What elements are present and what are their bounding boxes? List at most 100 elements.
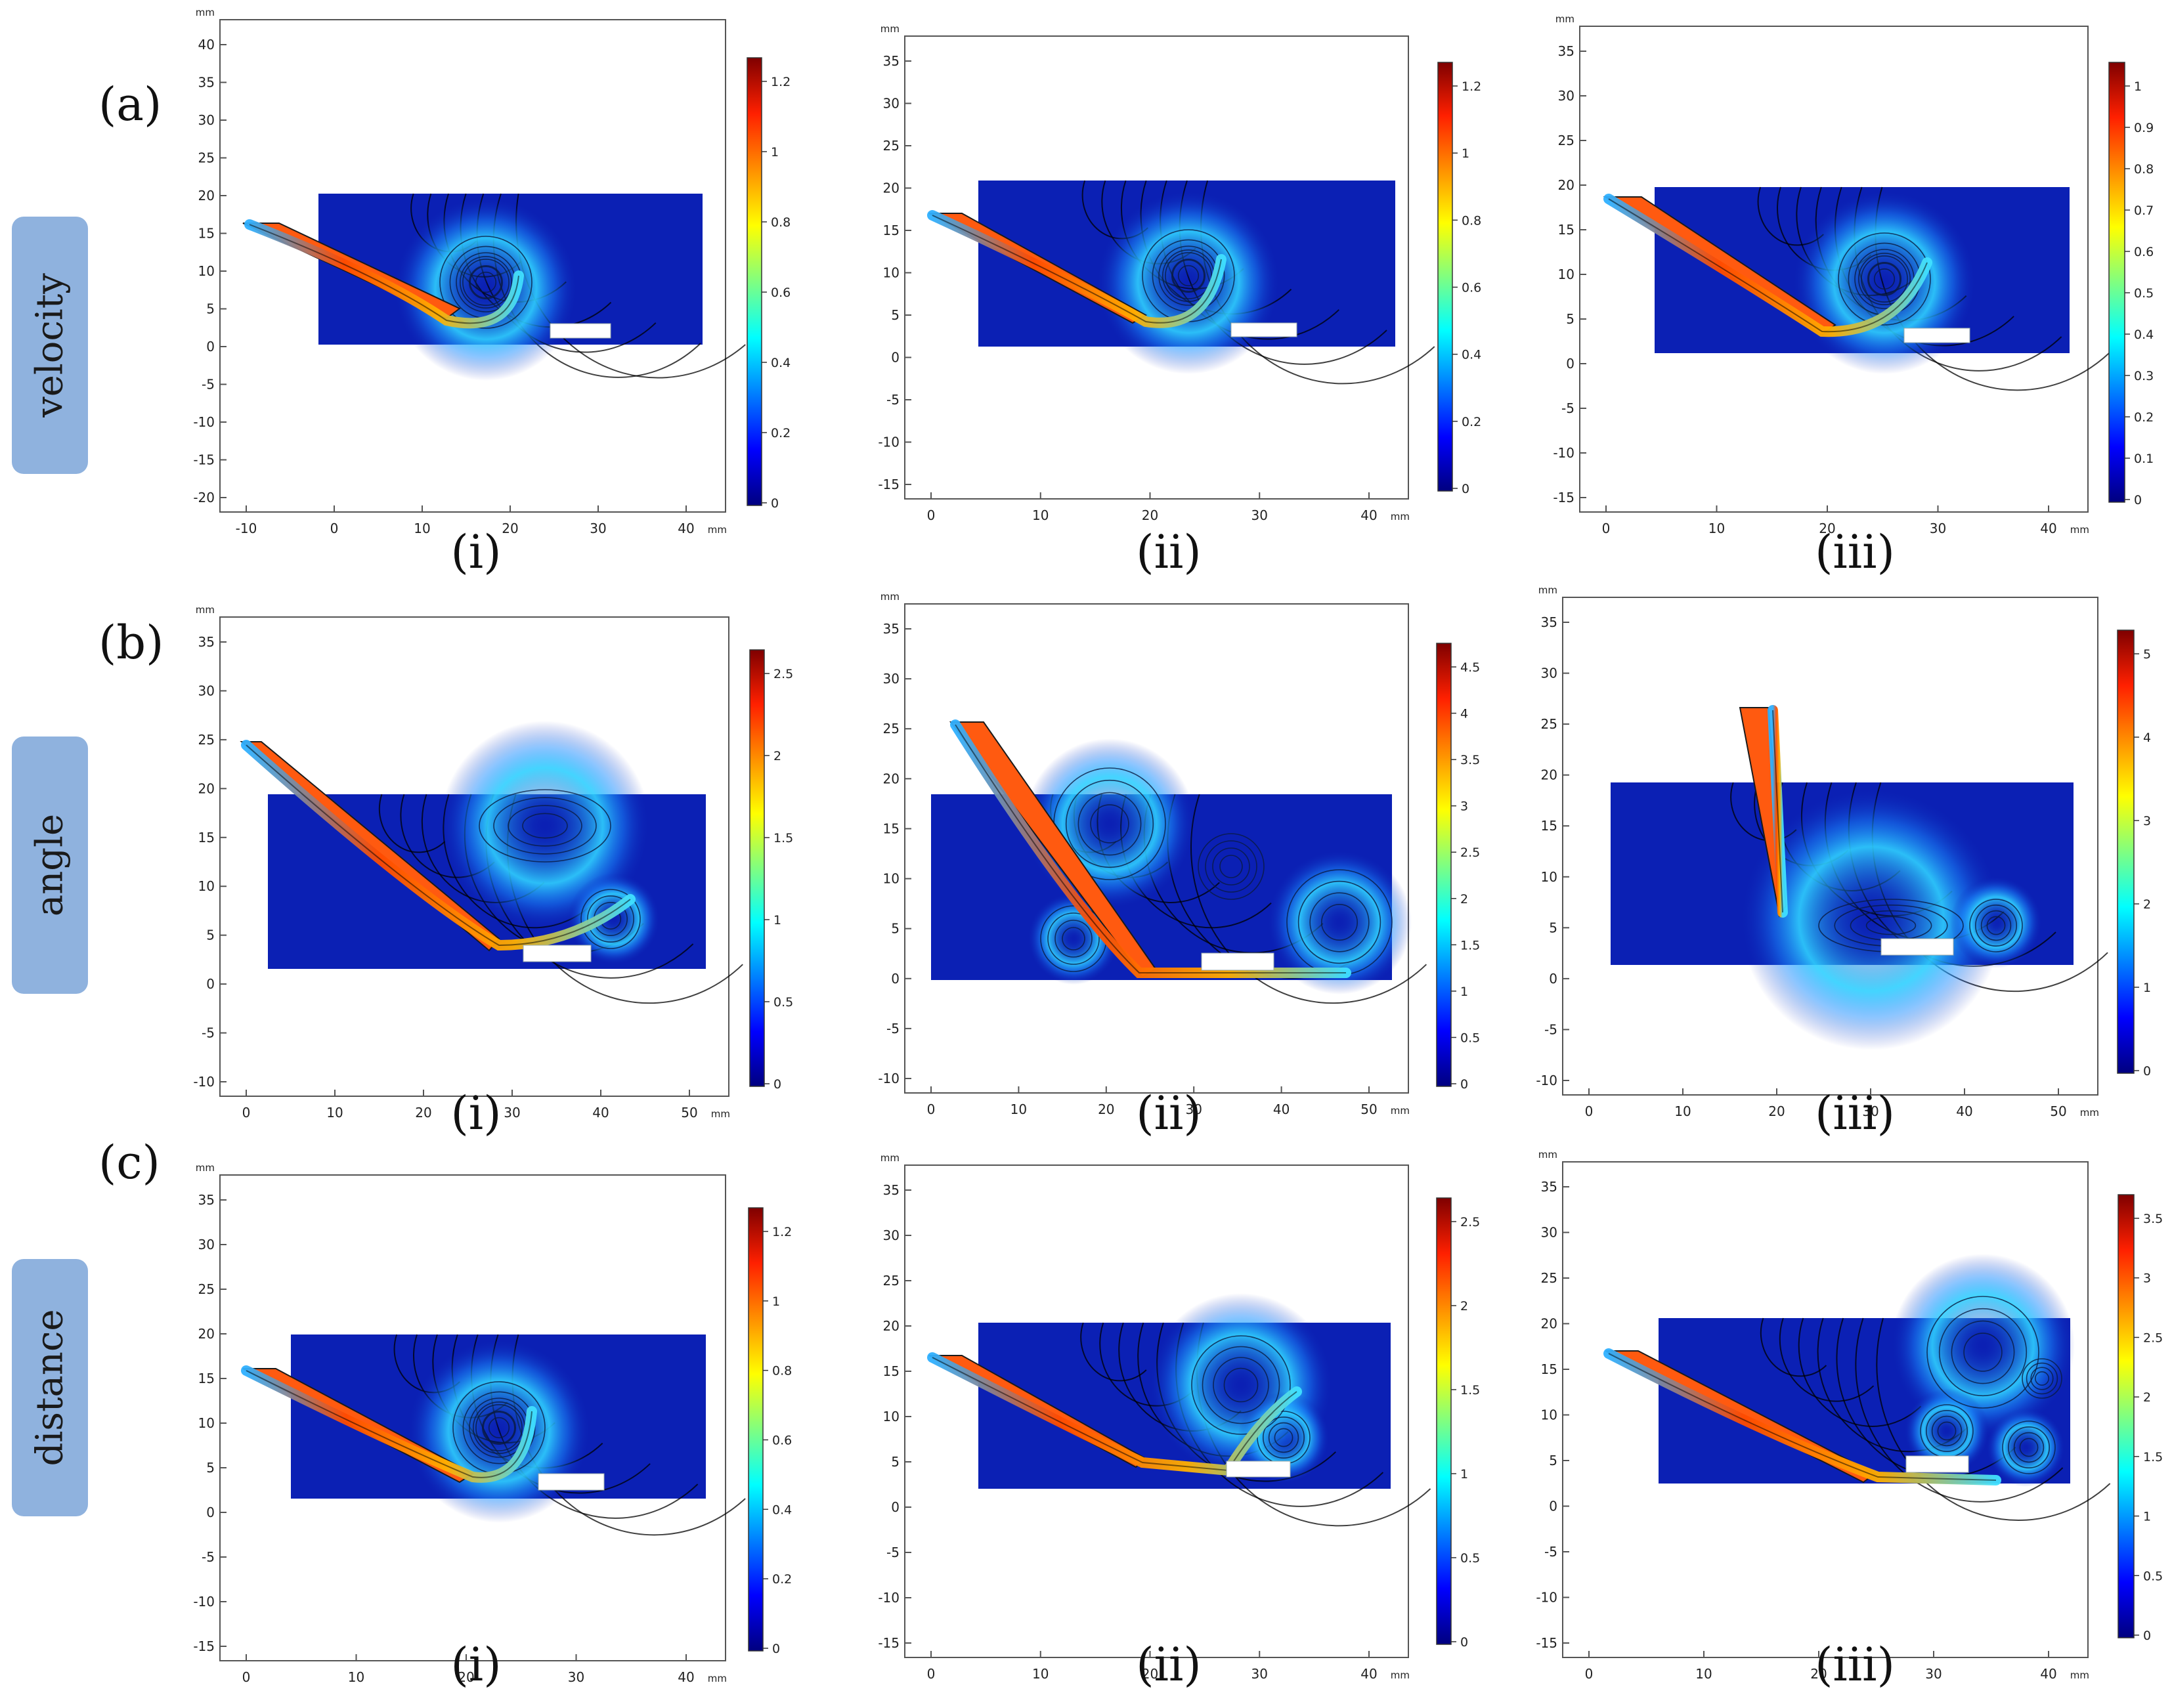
- streamline: [378, 794, 446, 853]
- x-tick-label: 30: [1251, 1666, 1268, 1682]
- y-tick-label: -20: [193, 490, 215, 505]
- x-tick-label: 40: [1360, 507, 1377, 523]
- colorbar-tick-label: 0.2: [2134, 410, 2154, 425]
- colorbar-tick-label: 0: [2134, 493, 2142, 507]
- vortex-streamline: [1838, 232, 1931, 326]
- vortex-streamline: [2030, 1367, 2054, 1390]
- y-tick-label: -5: [202, 1025, 215, 1041]
- colorbar: [748, 1207, 764, 1652]
- x-unit-label: mm: [2070, 1669, 2089, 1681]
- x-tick-label: 0: [330, 521, 339, 536]
- y-tick-label: 35: [198, 75, 215, 91]
- y-tick-label: 25: [1541, 1270, 1557, 1286]
- y-tick-label: 10: [883, 871, 900, 887]
- x-tick-label: -10: [236, 521, 257, 536]
- x-tick-label: 0: [927, 1666, 936, 1682]
- colorbar-tick-label: 0: [2143, 1629, 2151, 1643]
- row-label-b: (b): [98, 616, 164, 670]
- vortex-streamline: [481, 1411, 516, 1445]
- y-tick-label: 35: [883, 1182, 900, 1198]
- colorbar-tick-label: 3: [2143, 1271, 2151, 1286]
- x-unit-label: mm: [711, 1108, 730, 1120]
- y-tick-label: 30: [1541, 1225, 1557, 1241]
- vortex-streamline: [1065, 779, 1154, 868]
- y-tick-label: -5: [202, 377, 215, 393]
- vortex-streamline: [462, 259, 510, 306]
- vortex-streamline: [1969, 899, 2023, 952]
- y-tick-label: 5: [206, 301, 215, 317]
- vortex-streamline: [439, 236, 532, 329]
- colorbar: [1436, 1197, 1452, 1645]
- x-tick-label: 40: [2040, 1666, 2056, 1682]
- y-tick-label: 25: [1558, 133, 1575, 148]
- y-tick-label: 40: [198, 37, 215, 53]
- y-tick-label: 30: [198, 112, 215, 128]
- y-tick-label: -15: [193, 452, 215, 468]
- colorbar-tick-label: 0.6: [2134, 245, 2154, 259]
- vortex-streamline: [1263, 1417, 1305, 1459]
- vortex-streamline: [1321, 904, 1358, 941]
- vortex-streamline: [1309, 892, 1370, 952]
- x-tick-label: 10: [1010, 1101, 1027, 1117]
- colorbar: [2118, 1194, 2135, 1638]
- y-unit-label: mm: [196, 1162, 215, 1174]
- vortex-streamline: [1077, 792, 1142, 856]
- x-unit-label: mm: [1391, 511, 1410, 523]
- y-tick-label: 35: [883, 621, 900, 637]
- jet-streamline: [1608, 198, 1928, 333]
- vortex-glow: [568, 873, 660, 965]
- x-tick-label: 10: [1695, 1666, 1712, 1682]
- vortex-streamline: [2013, 1432, 2045, 1463]
- vortex-streamline: [475, 271, 497, 293]
- vortex-streamline: [1938, 1308, 2028, 1397]
- x-tick-label: 30: [504, 1105, 520, 1121]
- row-label-a: (a): [98, 77, 162, 131]
- y-unit-label: mm: [1538, 1149, 1557, 1161]
- y-tick-label: 25: [1541, 716, 1557, 732]
- y-tick-label: 10: [1541, 869, 1557, 885]
- vortex-streamline: [1937, 1421, 1957, 1441]
- colorbar-tick-label: 3: [1460, 800, 1468, 814]
- colorbar-tick-label: 0: [1460, 1077, 1468, 1092]
- x-unit-label: mm: [708, 1673, 727, 1684]
- colorbar-tick-label: 1.5: [2143, 1450, 2163, 1464]
- colorbar-tick-label: 0.6: [1462, 281, 1481, 295]
- vortex-streamline: [2026, 1362, 2058, 1395]
- row-tag-distance-text: distance: [28, 1309, 72, 1466]
- y-tick-label: -15: [193, 1638, 215, 1654]
- colorbar-tick-label: 3.5: [2143, 1212, 2163, 1226]
- x-tick-label: 10: [326, 1105, 343, 1121]
- x-tick-label: 30: [1930, 521, 1946, 536]
- y-tick-label: 35: [1541, 1179, 1557, 1195]
- white-bar: [1201, 952, 1274, 971]
- panel-c-i: mm mm 0 10 20 30 40 -15 -10 -5 0 5 10 15 20 25 30 35 0 0.2 0…: [193, 1162, 792, 1685]
- y-tick-label: 0: [1566, 356, 1575, 372]
- y-tick-label: 5: [891, 1454, 900, 1470]
- vortex-streamline: [1926, 1296, 2039, 1409]
- y-tick-label: 15: [1541, 818, 1557, 834]
- colorbar-tick-label: 0.4: [1462, 348, 1481, 362]
- colorbar-tick-label: 0.4: [772, 1503, 792, 1517]
- row-label-c: (c): [98, 1136, 160, 1189]
- vortex-streamline: [1219, 855, 1243, 878]
- x-tick-label: 20: [1142, 507, 1158, 523]
- y-tick-label: 30: [883, 96, 900, 112]
- colorbar-tick-label: 0.4: [771, 356, 791, 370]
- colorbar-tick-label: 5: [2143, 647, 2151, 662]
- y-tick-label: 30: [883, 671, 900, 687]
- white-bar: [1905, 1455, 1969, 1473]
- colorbar-tick-label: 0: [1462, 482, 1469, 496]
- vortex-streamline: [1926, 1410, 1968, 1453]
- x-tick-label: 40: [592, 1105, 609, 1121]
- vortex-streamline: [1191, 1335, 1291, 1435]
- vortex-streamline: [1165, 252, 1212, 299]
- colorbar-tick-label: 1: [1462, 146, 1469, 161]
- colorbar-tick-label: 0.5: [2143, 1569, 2163, 1583]
- y-unit-label: mm: [880, 1152, 900, 1164]
- vortex-streamline: [1867, 261, 1902, 296]
- y-tick-label: 10: [198, 878, 215, 894]
- vortex-streamline: [1274, 1428, 1293, 1447]
- x-tick-label: 0: [927, 1101, 936, 1117]
- x-tick-label: 40: [678, 521, 694, 536]
